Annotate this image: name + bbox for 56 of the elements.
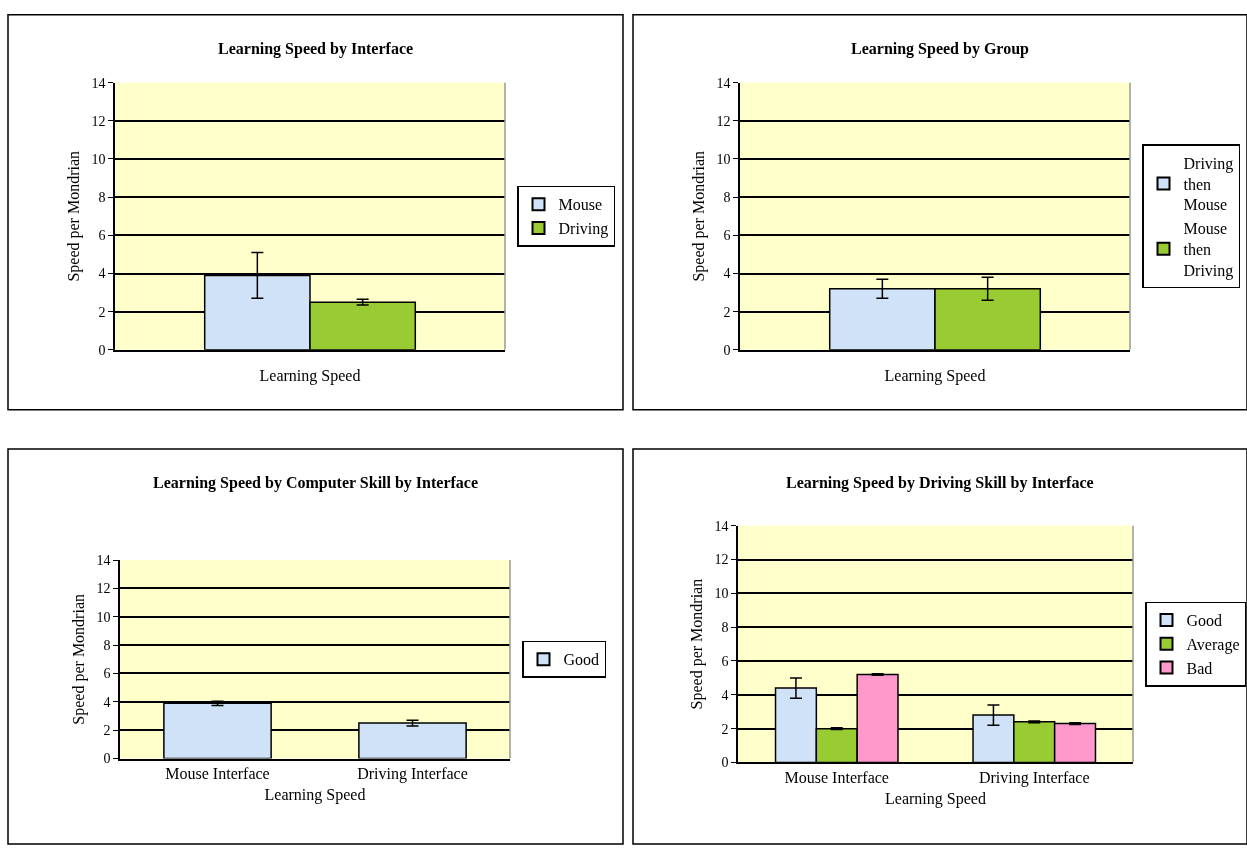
- x-axis-title: Learning Speed: [259, 367, 361, 386]
- y-tick-label: 0: [103, 751, 111, 767]
- y-tick-label: 10: [716, 151, 731, 167]
- y-tick-label: 14: [714, 518, 729, 534]
- y-tick-label: 12: [714, 552, 729, 568]
- y-tick-label: 4: [98, 266, 106, 282]
- x-tick-label: Driving Interface: [357, 765, 468, 784]
- y-tick-label: 8: [103, 638, 111, 654]
- y-axis-title: Speed per Mondrian: [64, 150, 83, 282]
- y-tick-label: 12: [91, 113, 106, 129]
- y-tick-label: 6: [98, 228, 106, 244]
- y-tick-label: 8: [721, 620, 729, 636]
- y-tick-label: 2: [98, 304, 106, 320]
- y-axis-title: Speed per Mondrian: [69, 593, 88, 725]
- y-tick-label: 4: [721, 687, 729, 703]
- y-tick-label: 2: [723, 304, 731, 320]
- y-tick-label: 8: [98, 190, 106, 206]
- legend-label: Bad: [1186, 659, 1213, 677]
- y-tick-label: 12: [96, 581, 111, 597]
- y-axis-title: Speed per Mondrian: [689, 150, 708, 282]
- y-tick-label: 14: [96, 552, 111, 568]
- chart-title: Learning Speed by Computer Skill by Interface: [153, 474, 479, 492]
- y-tick-label: 2: [103, 723, 111, 739]
- y-tick-label: 14: [91, 75, 106, 91]
- y-tick-label: 0: [98, 342, 106, 358]
- y-tick-label: 4: [723, 266, 731, 282]
- x-tick-label: Mouse Interface: [165, 765, 270, 783]
- y-tick-label: 4: [103, 694, 111, 710]
- y-tick-label: 6: [723, 228, 731, 244]
- legend-label: Driving: [558, 220, 609, 239]
- y-tick-label: 10: [91, 151, 106, 167]
- legend-label: Good: [1186, 612, 1223, 630]
- chart-title: Learning Speed by Group: [851, 40, 1030, 58]
- y-tick-label: 14: [716, 75, 731, 91]
- legend-label: Average: [1186, 636, 1240, 655]
- y-tick-label: 6: [721, 653, 729, 669]
- legend-label: Good: [563, 651, 600, 669]
- chart-title: Learning Speed by Interface: [218, 40, 414, 58]
- y-tick-label: 10: [714, 586, 729, 602]
- y-tick-label: 6: [103, 666, 111, 682]
- y-tick-label: 0: [721, 755, 729, 771]
- y-tick-label: 2: [721, 721, 729, 737]
- x-tick-label: Mouse Interface: [784, 769, 889, 787]
- y-tick-label: 8: [723, 190, 731, 206]
- x-tick-label: Driving Interface: [978, 769, 1090, 788]
- y-tick-label: 12: [716, 113, 731, 129]
- legend-label: Mouse then Driving: [1183, 220, 1234, 280]
- x-axis-title: Learning Speed: [885, 789, 986, 808]
- x-axis-title: Learning Speed: [884, 367, 986, 386]
- x-axis-title: Learning Speed: [264, 785, 366, 804]
- legend-label: Mouse: [558, 196, 603, 214]
- chart-title: Learning Speed by Driving Skill by Interface: [786, 474, 1094, 492]
- y-tick-label: 10: [96, 609, 111, 625]
- y-tick-label: 0: [723, 342, 731, 358]
- legend-label: Driving then Mouse: [1183, 154, 1234, 214]
- y-axis-title: Speed per Mondrian: [687, 578, 706, 710]
